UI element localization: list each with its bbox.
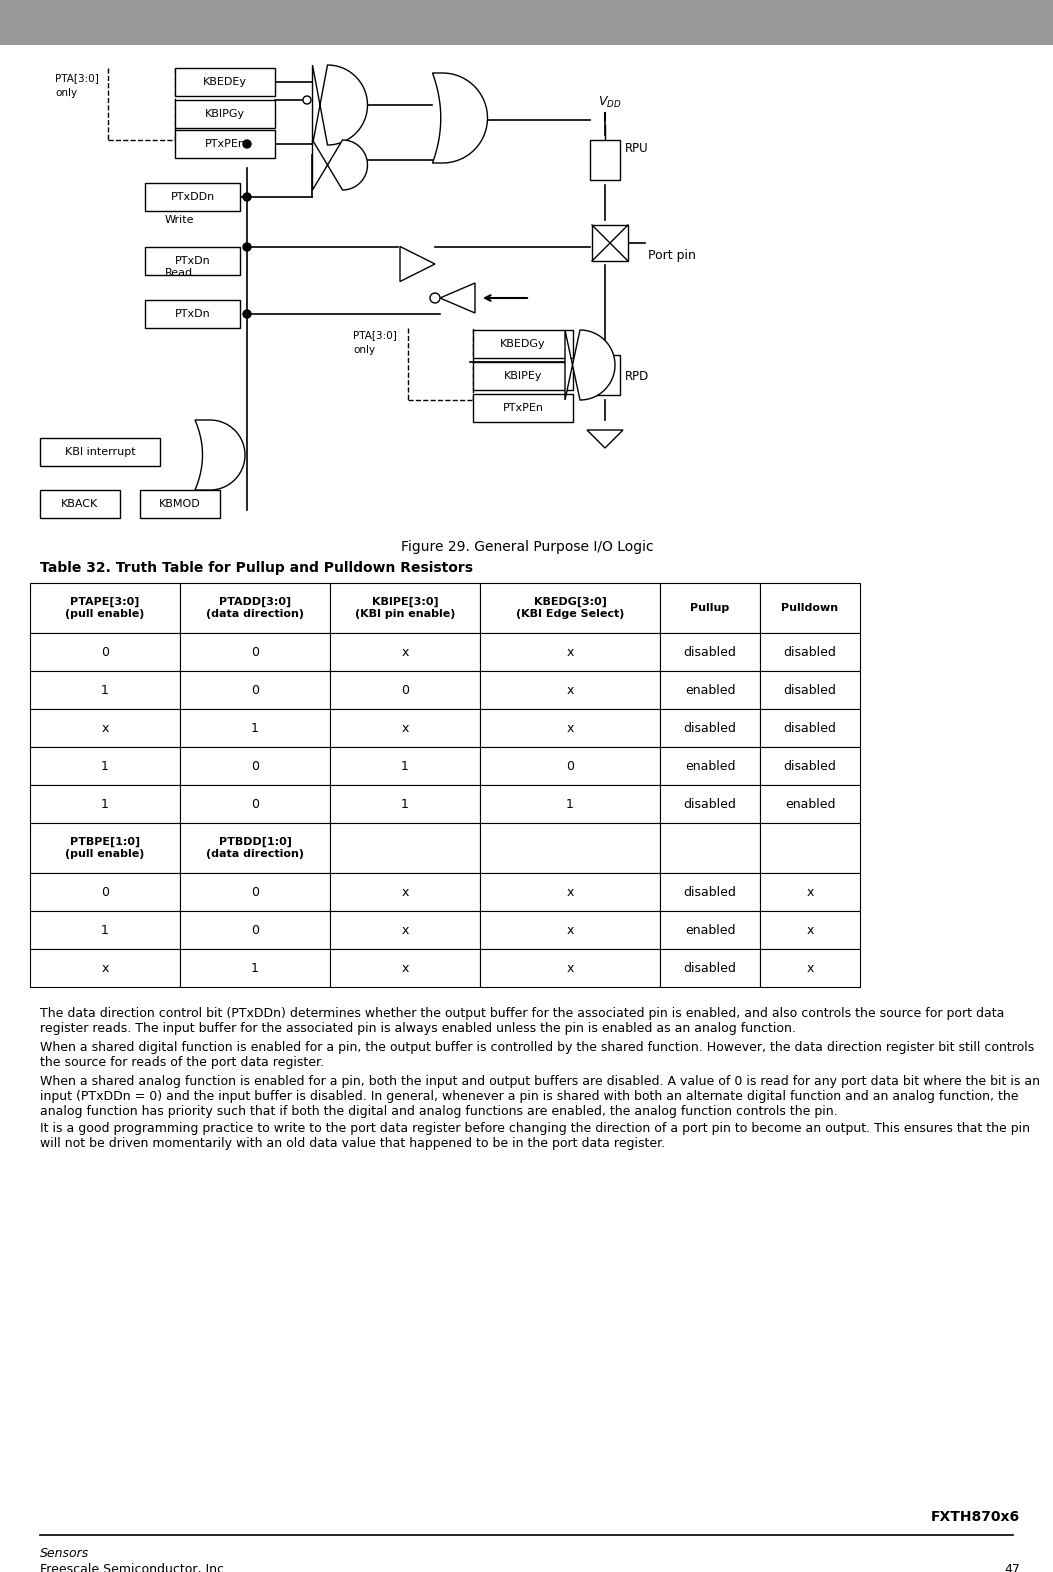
FancyBboxPatch shape: [480, 583, 660, 634]
Text: RPU: RPU: [625, 141, 649, 154]
Text: 0: 0: [101, 885, 110, 899]
FancyBboxPatch shape: [480, 747, 660, 784]
Text: enabled: enabled: [684, 684, 735, 696]
FancyBboxPatch shape: [480, 872, 660, 912]
Text: disabled: disabled: [683, 722, 736, 734]
Text: PTBDD[1:0]
(data direction): PTBDD[1:0] (data direction): [206, 836, 304, 858]
Text: only: only: [55, 88, 77, 97]
FancyBboxPatch shape: [330, 583, 480, 634]
Circle shape: [243, 244, 251, 252]
Circle shape: [303, 96, 311, 104]
Text: disabled: disabled: [783, 684, 836, 696]
FancyBboxPatch shape: [145, 300, 240, 329]
Text: KBEDGy: KBEDGy: [500, 340, 545, 349]
Text: Port pin: Port pin: [648, 248, 696, 261]
Text: 0: 0: [251, 646, 259, 659]
Text: x: x: [567, 646, 574, 659]
FancyBboxPatch shape: [480, 784, 660, 824]
Text: Write: Write: [165, 215, 195, 225]
FancyBboxPatch shape: [140, 490, 220, 519]
Text: 1: 1: [101, 684, 108, 696]
Text: Pullup: Pullup: [691, 604, 730, 613]
Text: 1: 1: [101, 759, 108, 772]
FancyBboxPatch shape: [660, 671, 760, 709]
FancyBboxPatch shape: [330, 671, 480, 709]
FancyBboxPatch shape: [480, 949, 660, 987]
FancyBboxPatch shape: [660, 872, 760, 912]
Text: 0: 0: [101, 646, 110, 659]
Text: 1: 1: [401, 797, 409, 811]
Polygon shape: [400, 247, 435, 281]
FancyBboxPatch shape: [29, 583, 180, 634]
FancyBboxPatch shape: [330, 747, 480, 784]
Text: x: x: [401, 962, 409, 975]
FancyBboxPatch shape: [0, 0, 1053, 46]
FancyBboxPatch shape: [180, 747, 330, 784]
FancyBboxPatch shape: [480, 824, 660, 872]
Text: 0: 0: [251, 759, 259, 772]
FancyBboxPatch shape: [760, 709, 860, 747]
Text: The data direction control bit (PTxDDn) determines whether the output buffer for: The data direction control bit (PTxDDn) …: [40, 1008, 1005, 1034]
FancyBboxPatch shape: [480, 709, 660, 747]
Text: Pulldown: Pulldown: [781, 604, 838, 613]
Text: x: x: [401, 923, 409, 937]
FancyBboxPatch shape: [660, 583, 760, 634]
Text: 1: 1: [251, 722, 259, 734]
FancyBboxPatch shape: [175, 130, 275, 159]
FancyBboxPatch shape: [175, 101, 275, 127]
FancyBboxPatch shape: [180, 912, 330, 949]
FancyBboxPatch shape: [473, 330, 573, 358]
Text: disabled: disabled: [783, 722, 836, 734]
Text: PTA[3:0]: PTA[3:0]: [353, 330, 397, 340]
Polygon shape: [313, 140, 367, 190]
FancyBboxPatch shape: [29, 634, 180, 671]
Text: 0: 0: [251, 923, 259, 937]
Text: disabled: disabled: [783, 759, 836, 772]
FancyBboxPatch shape: [330, 912, 480, 949]
Circle shape: [243, 310, 251, 318]
FancyBboxPatch shape: [590, 140, 620, 181]
Text: KBIPE[3:0]
(KBI pin enable): KBIPE[3:0] (KBI pin enable): [355, 597, 455, 619]
Text: 0: 0: [251, 885, 259, 899]
FancyBboxPatch shape: [180, 949, 330, 987]
FancyBboxPatch shape: [180, 784, 330, 824]
Polygon shape: [587, 431, 623, 448]
FancyBboxPatch shape: [180, 872, 330, 912]
Polygon shape: [313, 64, 367, 145]
Text: x: x: [401, 646, 409, 659]
Polygon shape: [433, 72, 488, 163]
Text: enabled: enabled: [684, 923, 735, 937]
Text: x: x: [101, 722, 108, 734]
FancyBboxPatch shape: [29, 824, 180, 872]
Text: KBIPEy: KBIPEy: [503, 371, 542, 380]
Text: PTxDDn: PTxDDn: [171, 192, 215, 201]
Text: RPD: RPD: [625, 371, 650, 384]
FancyBboxPatch shape: [330, 872, 480, 912]
Text: x: x: [567, 962, 574, 975]
Text: KBACK: KBACK: [61, 498, 99, 509]
Text: Table 32. Truth Table for Pullup and Pulldown Resistors: Table 32. Truth Table for Pullup and Pul…: [40, 561, 473, 575]
Text: enabled: enabled: [684, 759, 735, 772]
Text: disabled: disabled: [683, 797, 736, 811]
FancyBboxPatch shape: [660, 634, 760, 671]
FancyBboxPatch shape: [760, 671, 860, 709]
FancyBboxPatch shape: [760, 824, 860, 872]
Text: x: x: [807, 923, 814, 937]
FancyBboxPatch shape: [660, 784, 760, 824]
FancyBboxPatch shape: [29, 949, 180, 987]
FancyBboxPatch shape: [29, 671, 180, 709]
Text: KBIPGy: KBIPGy: [205, 108, 245, 119]
Text: KBEDEy: KBEDEy: [203, 77, 247, 86]
FancyBboxPatch shape: [760, 583, 860, 634]
FancyBboxPatch shape: [29, 709, 180, 747]
FancyBboxPatch shape: [330, 634, 480, 671]
Circle shape: [243, 140, 251, 148]
FancyBboxPatch shape: [330, 949, 480, 987]
Text: PTAPE[3:0]
(pull enable): PTAPE[3:0] (pull enable): [65, 597, 144, 619]
FancyBboxPatch shape: [480, 912, 660, 949]
FancyBboxPatch shape: [40, 490, 120, 519]
Text: $V_{DD}$: $V_{DD}$: [598, 94, 622, 110]
FancyBboxPatch shape: [29, 784, 180, 824]
FancyBboxPatch shape: [180, 671, 330, 709]
Text: 1: 1: [401, 759, 409, 772]
